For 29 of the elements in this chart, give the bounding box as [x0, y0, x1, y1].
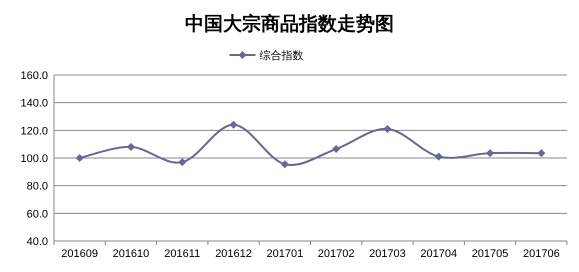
x-tick-label: 201705 [472, 248, 508, 260]
x-tick-label: 201610 [112, 248, 150, 260]
point [230, 120, 238, 129]
point [126, 142, 135, 151]
x-tick-label: 201704 [420, 248, 458, 260]
y-tick-label: 60.0 [26, 208, 48, 220]
point [76, 154, 84, 162]
point [537, 149, 546, 158]
x-tick-label: 201703 [369, 248, 406, 260]
y-tick-label: 140.0 [20, 98, 48, 110]
y-tick-label: 160.0 [20, 70, 48, 82]
y-tick-label: 40.0 [26, 236, 48, 248]
point [383, 124, 392, 133]
x-tick-label: 201702 [318, 248, 355, 260]
x-tick-label: 201701 [266, 248, 304, 260]
y-tick-label: 120.0 [20, 125, 48, 138]
point [178, 158, 186, 166]
point [332, 145, 340, 154]
x-tick-label: 201612 [215, 248, 252, 260]
x-tick-label: 201609 [61, 248, 98, 260]
point [486, 149, 494, 158]
chart-title: 中国大宗商品指数走势图 [185, 13, 394, 35]
point [434, 152, 443, 161]
y-tick-label: 100.0 [20, 153, 48, 165]
legend-label: 综合指数 [260, 49, 304, 62]
y-tick-label: 80.0 [26, 180, 48, 193]
x-tick-label: 201706 [522, 248, 560, 260]
x-tick-label: 201611 [164, 248, 200, 260]
point [280, 160, 289, 168]
